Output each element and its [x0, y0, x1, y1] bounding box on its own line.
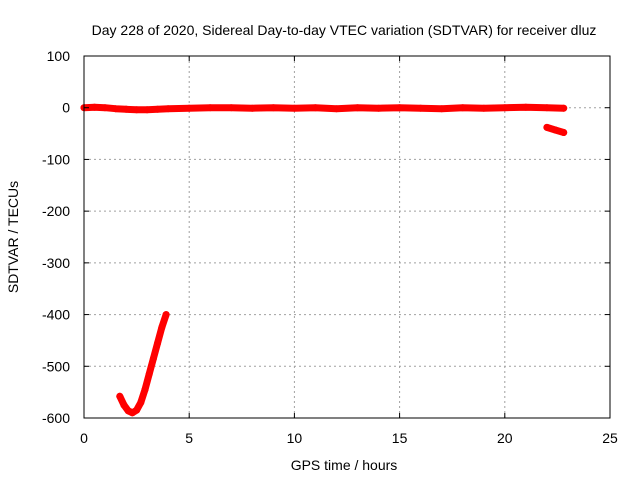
series-line: [80, 103, 568, 114]
data-point: [501, 104, 509, 112]
x-tick-label: 15: [392, 430, 408, 446]
data-point: [480, 104, 488, 112]
axis-ticks: [83, 55, 611, 419]
data-point: [154, 339, 162, 347]
data-series: [80, 103, 568, 417]
data-point: [122, 105, 130, 113]
y-tick-label: 100: [47, 48, 71, 64]
data-point: [164, 105, 172, 113]
data-point: [145, 370, 153, 378]
x-tick-labels: 0 5 10 15 20 25: [80, 430, 618, 446]
data-point: [551, 126, 559, 134]
data-point: [101, 104, 109, 112]
chart-title: Day 228 of 2020, Sidereal Day-to-day VTE…: [92, 22, 597, 38]
data-point: [143, 106, 151, 114]
data-point: [133, 106, 141, 114]
x-tick-label: 10: [287, 430, 303, 446]
data-point: [137, 399, 145, 406]
grid: [84, 56, 610, 418]
data-point: [112, 105, 120, 113]
data-point: [206, 104, 214, 112]
data-point: [120, 401, 128, 409]
data-point: [311, 104, 319, 112]
data-point: [290, 104, 298, 112]
x-tick-label: 5: [185, 430, 193, 446]
data-point: [91, 103, 98, 111]
y-tick-label: -600: [42, 410, 70, 426]
data-point: [162, 311, 170, 319]
y-tick-labels: 100 0 -100 -200 -300 -400 -500 -600: [42, 48, 70, 426]
data-point: [248, 104, 256, 112]
y-tick-label: -200: [42, 203, 70, 219]
data-point: [116, 392, 124, 400]
data-point: [417, 104, 425, 112]
x-axis-label: GPS time / hours: [291, 457, 398, 473]
x-tick-label: 25: [602, 430, 618, 446]
data-point: [149, 355, 157, 362]
y-tick-label: 0: [62, 100, 70, 116]
data-point: [227, 104, 235, 112]
y-tick-label: -300: [42, 255, 70, 271]
data-point: [522, 103, 530, 111]
data-point: [333, 105, 340, 113]
data-point: [269, 104, 277, 112]
plot-frame: [83, 55, 611, 419]
data-point: [154, 105, 162, 113]
data-point: [141, 386, 149, 394]
data-point: [158, 324, 166, 331]
y-tick-label: -400: [42, 307, 70, 323]
data-point: [438, 105, 446, 113]
y-tick-label: -500: [42, 358, 70, 374]
data-point: [560, 104, 568, 112]
y-axis-label: SDTVAR / TECUs: [5, 181, 21, 293]
data-point: [543, 123, 551, 131]
x-tick-label: 0: [80, 430, 88, 446]
y-tick-label: -100: [42, 151, 70, 167]
data-point: [375, 104, 383, 112]
data-point: [185, 104, 193, 112]
data-point: [133, 406, 141, 414]
data-point: [560, 129, 568, 136]
x-tick-label: 20: [497, 430, 513, 446]
data-point: [354, 104, 361, 112]
data-point: [396, 104, 404, 112]
data-point: [543, 104, 551, 112]
data-point: [459, 104, 467, 112]
